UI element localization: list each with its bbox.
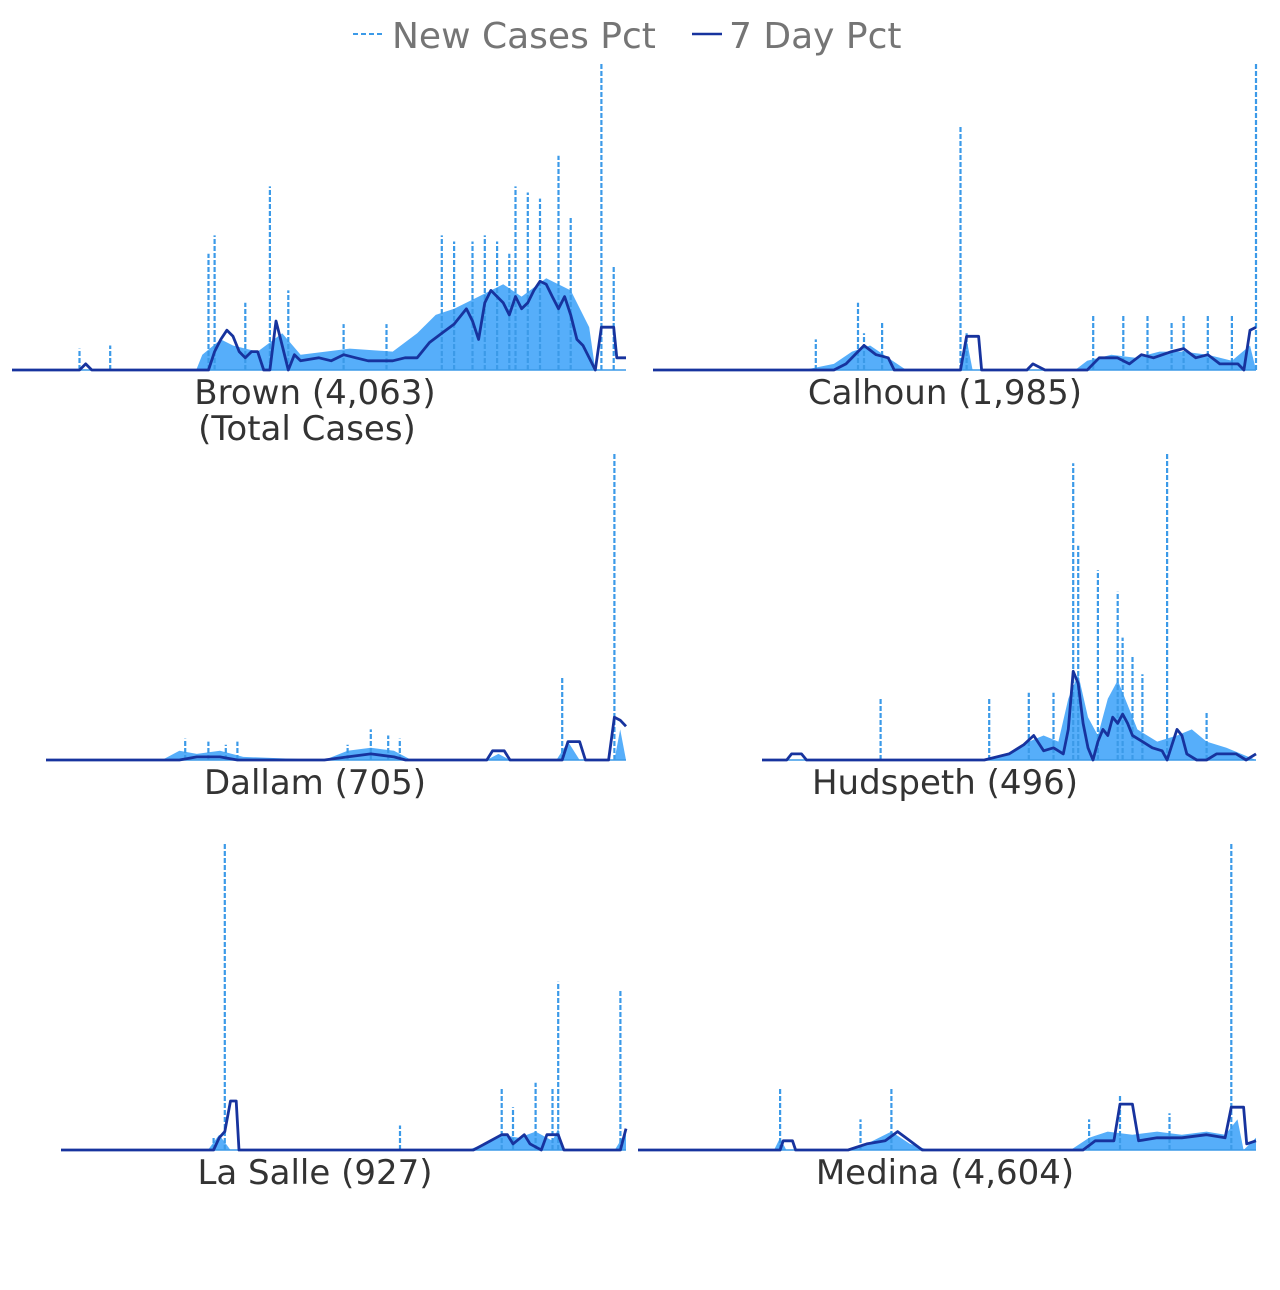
seven-day-line [762, 669, 1257, 762]
seven-day-line [653, 325, 1257, 372]
seven-day-line [46, 715, 628, 762]
legend-new-cases-label: New Cases Pct [392, 16, 656, 57]
panel-title: Calhoun (1,985) [808, 373, 1082, 413]
panel-2: Calhoun (1,985) [653, 64, 1258, 413]
panels: Brown (4,063)(Total Cases) Calhoun (1,985… [12, 64, 1258, 1193]
legend: New Cases Pct 7 Day Pct [353, 16, 902, 57]
seven-day-line [12, 279, 626, 372]
panel-6: Medina (4,604) [638, 844, 1257, 1193]
seven-day-line [61, 1099, 628, 1152]
new-cases-area [762, 674, 1256, 760]
panel-title: Hudspeth (496) [812, 763, 1078, 803]
new-cases-area [638, 1119, 1256, 1150]
panel-4: Hudspeth (496) [762, 454, 1257, 803]
panel-5: La Salle (927) [61, 844, 628, 1193]
new-cases-area [46, 729, 626, 760]
panel-1: Brown (4,063)(Total Cases) [12, 64, 626, 449]
panel-title: Dallam (705) [204, 763, 426, 803]
new-cases-area [653, 339, 1256, 370]
panel-title: La Salle (927) [197, 1153, 432, 1193]
seven-day-line [638, 1102, 1257, 1152]
legend-seven-day-label: 7 Day Pct [729, 16, 902, 57]
panel-title: Brown (4,063) [194, 373, 435, 413]
panel-title: Medina (4,604) [816, 1153, 1074, 1193]
panel-subtitle: (Total Cases) [198, 409, 416, 449]
panel-3: Dallam (705) [46, 454, 628, 803]
